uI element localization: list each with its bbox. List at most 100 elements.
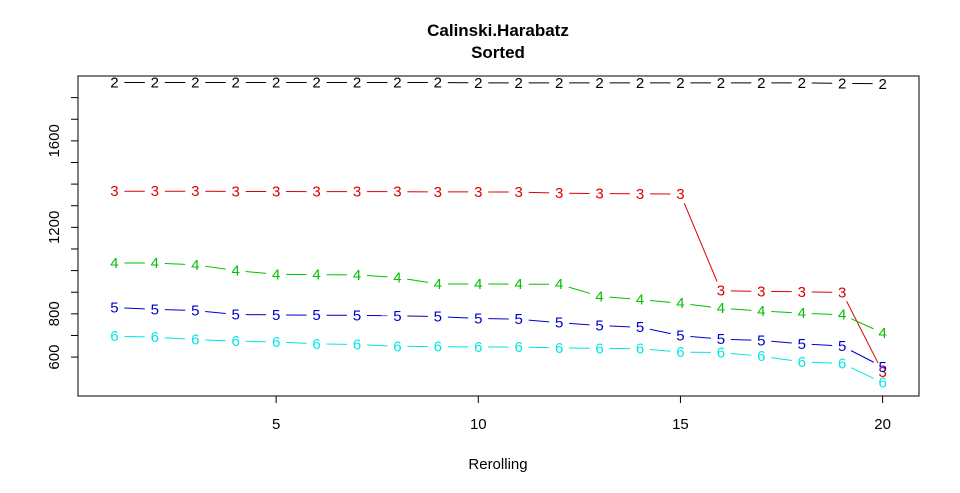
data-point: 5 <box>353 307 361 324</box>
series-5: 5 5 5 5 5 5 5 5 5 5 5 5 5 5 5 5 5 5 5 5 <box>110 300 887 376</box>
data-point: 3 <box>878 364 886 381</box>
series-segment <box>205 265 226 270</box>
series-segment <box>528 191 550 194</box>
x-axis-label: Rerolling <box>468 456 527 473</box>
y-axis: 600 800 1200 1600 <box>46 97 78 370</box>
data-point: 5 <box>838 338 846 355</box>
data-point: 6 <box>474 339 482 356</box>
data-point: 3 <box>474 184 482 201</box>
data-point: 2 <box>353 74 361 91</box>
data-point: 6 <box>878 375 886 392</box>
data-point: 2 <box>474 75 482 92</box>
data-point: 5 <box>757 332 765 349</box>
series-segment <box>164 337 186 340</box>
data-point: 3 <box>312 184 320 201</box>
series-segment <box>366 275 388 278</box>
data-point: 2 <box>110 74 118 91</box>
series-segment <box>771 311 792 314</box>
data-point: 2 <box>393 74 401 91</box>
data-point: 3 <box>191 183 199 200</box>
data-point: 4 <box>515 276 523 293</box>
data-point: 3 <box>393 184 401 201</box>
data-point: 4 <box>393 270 401 287</box>
series-segment <box>407 278 429 283</box>
series-segment <box>811 361 833 364</box>
data-point: 5 <box>636 319 644 336</box>
data-point: 6 <box>595 340 603 357</box>
data-point: 3 <box>555 185 563 202</box>
data-point: 4 <box>595 288 603 305</box>
series-layer: 2 2 2 2 2 2 2 2 2 2 2 2 2 2 2 2 2 2 2 23 3 3 3 3 3 3 3 3 3 3 3 3 3 33 3 3 33… <box>110 74 887 391</box>
series-segment <box>366 344 388 347</box>
data-point: 6 <box>312 336 320 353</box>
series-segment <box>683 203 718 282</box>
data-point: 2 <box>838 75 846 92</box>
series-segment <box>690 336 711 339</box>
data-point: 2 <box>636 75 644 92</box>
data-point: 2 <box>717 75 725 92</box>
series-segment <box>771 357 792 361</box>
data-point: 5 <box>393 308 401 325</box>
series-segment <box>164 309 186 311</box>
series-segment <box>164 262 186 265</box>
series-segment <box>205 339 226 342</box>
series-segment <box>811 313 833 315</box>
data-point: 3 <box>110 183 118 200</box>
data-point: 2 <box>232 74 240 91</box>
series-segment <box>649 349 671 352</box>
y-tick-label: 1200 <box>46 211 63 244</box>
data-point: 2 <box>151 74 159 91</box>
data-point: 5 <box>110 300 118 317</box>
data-point: 5 <box>312 307 320 324</box>
data-point: 4 <box>353 267 361 284</box>
data-point: 6 <box>353 337 361 354</box>
series-segment <box>649 299 671 303</box>
data-point: 3 <box>515 184 523 201</box>
data-point: 3 <box>636 186 644 203</box>
series-segment <box>124 307 145 310</box>
data-point: 6 <box>636 341 644 358</box>
data-point: 5 <box>474 310 482 327</box>
data-point: 2 <box>434 74 442 91</box>
data-point: 2 <box>878 76 886 93</box>
data-point: 3 <box>676 186 684 203</box>
data-point: 6 <box>232 333 240 350</box>
data-point: 4 <box>474 276 482 293</box>
data-point: 6 <box>515 339 523 356</box>
data-point: 4 <box>312 267 320 284</box>
x-tick-label: 20 <box>874 416 891 433</box>
series-segment <box>447 316 469 319</box>
data-point: 5 <box>717 331 725 348</box>
data-point: 4 <box>717 300 725 317</box>
data-point: 4 <box>878 325 886 342</box>
data-point: 6 <box>717 345 725 362</box>
series-segment <box>245 271 267 274</box>
data-point: 5 <box>232 306 240 323</box>
data-point: 6 <box>757 348 765 365</box>
chart-title: Calinski.Harabatz <box>427 21 569 40</box>
series-segment <box>528 319 550 323</box>
data-point: 4 <box>151 255 159 272</box>
data-point: 5 <box>191 303 199 320</box>
data-point: 4 <box>555 276 563 293</box>
data-point: 4 <box>272 266 280 283</box>
data-point: 4 <box>191 257 199 274</box>
data-point: 4 <box>798 305 806 322</box>
data-point: 2 <box>312 74 320 91</box>
data-point: 5 <box>878 359 886 376</box>
series-segment <box>649 328 671 335</box>
data-point: 3 <box>434 184 442 201</box>
series-segment <box>569 322 590 326</box>
data-point: 6 <box>191 332 199 349</box>
data-point: 3 <box>232 183 240 200</box>
data-point: 3 <box>798 284 806 301</box>
data-point: 2 <box>595 75 603 92</box>
data-point: 3 <box>757 283 765 300</box>
data-point: 6 <box>676 344 684 361</box>
x-axis: 5 10 15 20 <box>272 396 891 433</box>
data-point: 5 <box>434 309 442 326</box>
data-point: 6 <box>151 329 159 346</box>
data-point: 2 <box>191 74 199 91</box>
data-point: 4 <box>636 292 644 309</box>
